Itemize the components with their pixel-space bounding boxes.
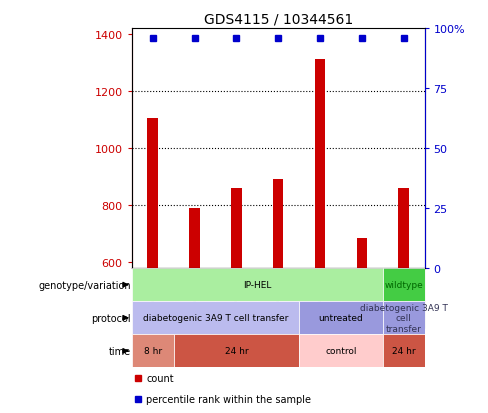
Text: untreated: untreated <box>319 313 363 323</box>
Text: GSM641879: GSM641879 <box>274 271 283 326</box>
Text: diabetogenic 3A9 T
cell
transfer: diabetogenic 3A9 T cell transfer <box>360 303 447 333</box>
Text: GSM641877: GSM641877 <box>190 271 199 326</box>
Bar <box>341 268 383 328</box>
Text: 24 hr: 24 hr <box>392 347 415 356</box>
Text: IP-HEL: IP-HEL <box>243 280 271 290</box>
Text: wildtype: wildtype <box>384 280 423 290</box>
Title: GDS4115 / 10344561: GDS4115 / 10344561 <box>203 12 353 26</box>
Text: GSM641874: GSM641874 <box>357 271 366 326</box>
Bar <box>132 335 174 368</box>
Text: 8 hr: 8 hr <box>143 347 162 356</box>
Bar <box>315 60 325 268</box>
Bar <box>231 189 242 268</box>
Bar <box>215 268 257 328</box>
Text: GSM641876: GSM641876 <box>148 271 157 326</box>
Bar <box>273 180 284 268</box>
Text: genotype/variation: genotype/variation <box>38 280 131 290</box>
Bar <box>257 268 299 328</box>
Text: GSM641878: GSM641878 <box>232 271 241 326</box>
Bar <box>299 335 383 368</box>
Bar <box>189 209 200 268</box>
Text: time: time <box>109 346 131 356</box>
Text: GSM641875: GSM641875 <box>399 271 408 326</box>
Text: count: count <box>146 373 174 383</box>
Bar <box>174 268 215 328</box>
Bar <box>132 268 174 328</box>
Bar <box>132 301 299 335</box>
Text: control: control <box>325 347 357 356</box>
Bar <box>299 301 383 335</box>
Bar <box>383 268 425 328</box>
Bar <box>174 335 299 368</box>
Bar <box>357 239 367 268</box>
Text: percentile rank within the sample: percentile rank within the sample <box>146 394 311 404</box>
Bar <box>132 268 383 301</box>
Bar <box>147 119 158 268</box>
Bar <box>383 335 425 368</box>
Text: GSM641873: GSM641873 <box>315 271 325 326</box>
Text: 24 hr: 24 hr <box>224 347 248 356</box>
Bar <box>299 268 341 328</box>
Text: diabetogenic 3A9 T cell transfer: diabetogenic 3A9 T cell transfer <box>142 313 288 323</box>
Bar <box>398 189 409 268</box>
Bar <box>383 268 425 301</box>
Bar <box>383 301 425 335</box>
Text: protocol: protocol <box>91 313 131 323</box>
